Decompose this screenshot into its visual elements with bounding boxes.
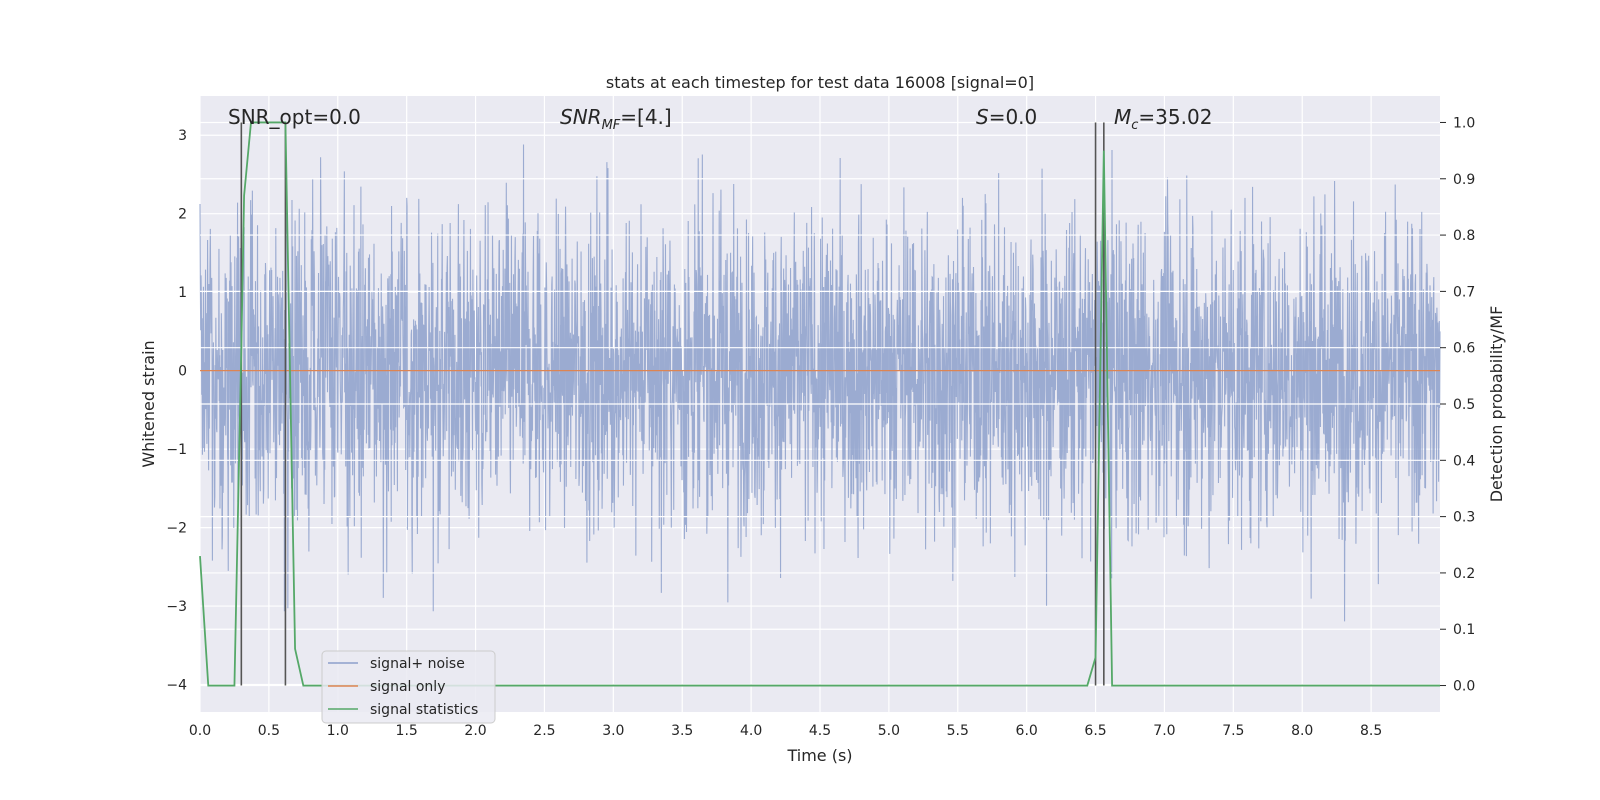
x-tick-label: 5.0 — [878, 723, 900, 739]
vertical-markers — [240, 122, 1105, 686]
right-y-tick-label: 0.4 — [1453, 453, 1475, 469]
x-tick-label: 1.0 — [327, 723, 349, 739]
x-tick-label: 2.0 — [464, 723, 486, 739]
x-tick-label: 7.0 — [1153, 723, 1175, 739]
annotation-snr-mf-sub: MF — [602, 118, 621, 133]
right-y-tick-label: 0.6 — [1453, 341, 1475, 357]
right-y-tick-labels: 1.0 0.9 0.8 0.7 0.6 0.5 0.4 0.3 0.2 0.1 0.0 — [1440, 115, 1475, 695]
left-y-tick-label: −3 — [166, 599, 187, 615]
right-y-tick-label: 0.3 — [1453, 510, 1475, 526]
right-y-tick-label: 0.1 — [1453, 622, 1475, 638]
left-y-tick-label: 1 — [178, 285, 187, 301]
x-tick-label: 0.5 — [258, 723, 280, 739]
x-tick-label: 7.5 — [1222, 723, 1244, 739]
legend-label-signal-noise: signal+ noise — [370, 656, 465, 672]
x-tick-labels: 0.0 0.5 1.0 1.5 2.0 2.5 3.0 3.5 4.0 4.5 5.0 5.5 6.0 6… — [189, 723, 1382, 739]
left-y-tick-labels: 3 2 1 0 −1 −2 −3 −4 — [166, 128, 187, 693]
x-tick-label: 6.5 — [1084, 723, 1106, 739]
left-y-tick-label: −2 — [166, 521, 187, 537]
annotation-snr-mf: SNRMF=[4.] — [560, 105, 672, 133]
right-y-tick-label: 0.5 — [1453, 397, 1475, 413]
legend: signal+ noise signal only signal statist… — [321, 650, 496, 724]
x-tick-label: 4.5 — [809, 723, 831, 739]
annotation-s-base: S — [976, 105, 989, 129]
right-y-tick-label: 0.8 — [1453, 228, 1475, 244]
x-tick-label: 1.5 — [396, 723, 418, 739]
annotation-mc: Mc=35.02 — [1114, 105, 1212, 133]
x-tick-label: 0.0 — [189, 723, 211, 739]
x-tick-label: 8.5 — [1360, 723, 1382, 739]
left-y-tick-label: 3 — [178, 128, 187, 144]
annotation-snr-mf-base: SNR — [560, 105, 602, 129]
annotation-s-value: =0.0 — [989, 105, 1038, 129]
annotation-s: S=0.0 — [976, 105, 1037, 129]
legend-box — [321, 650, 496, 724]
x-tick-label: 4.0 — [740, 723, 762, 739]
legend-label-signal-only: signal only — [370, 679, 445, 695]
legend-label-signal-statistics: signal statistics — [370, 702, 478, 718]
x-tick-label: 5.5 — [947, 723, 969, 739]
x-tick-label: 3.5 — [671, 723, 693, 739]
x-tick-label: 2.5 — [533, 723, 555, 739]
right-y-tick-label: 0.9 — [1453, 172, 1475, 188]
right-y-tick-label: 0.2 — [1453, 566, 1475, 582]
left-y-tick-label: 2 — [178, 207, 187, 223]
chart-title: stats at each timestep for test data 160… — [606, 73, 1034, 92]
left-y-axis-label: Whitened strain — [139, 340, 158, 467]
annotation-mc-sub: c — [1131, 118, 1138, 133]
series-signal-statistics — [199, 121, 1440, 687]
annotation-snr-mf-value: =[4.] — [620, 105, 671, 129]
x-axis-label: Time (s) — [786, 746, 852, 765]
right-y-tick-label: 0.7 — [1453, 284, 1475, 300]
right-y-tick-label: 0.0 — [1453, 679, 1475, 695]
left-y-tick-label: 0 — [178, 364, 187, 380]
x-tick-label: 6.0 — [1016, 723, 1038, 739]
annotation-mc-base: M — [1114, 105, 1131, 129]
x-tick-label: 3.0 — [602, 723, 624, 739]
signal-statistics-line — [199, 121, 1440, 687]
left-y-tick-label: −1 — [166, 442, 187, 458]
right-y-tick-label: 1.0 — [1453, 115, 1475, 131]
annotation-mc-value: =35.02 — [1138, 105, 1212, 129]
left-y-tick-label: −4 — [166, 678, 187, 694]
x-tick-label: 8.0 — [1291, 723, 1313, 739]
right-y-axis-label: Detection probability/MF — [1487, 306, 1506, 503]
annotation-snr-opt: SNR_opt=0.0 — [228, 105, 361, 129]
